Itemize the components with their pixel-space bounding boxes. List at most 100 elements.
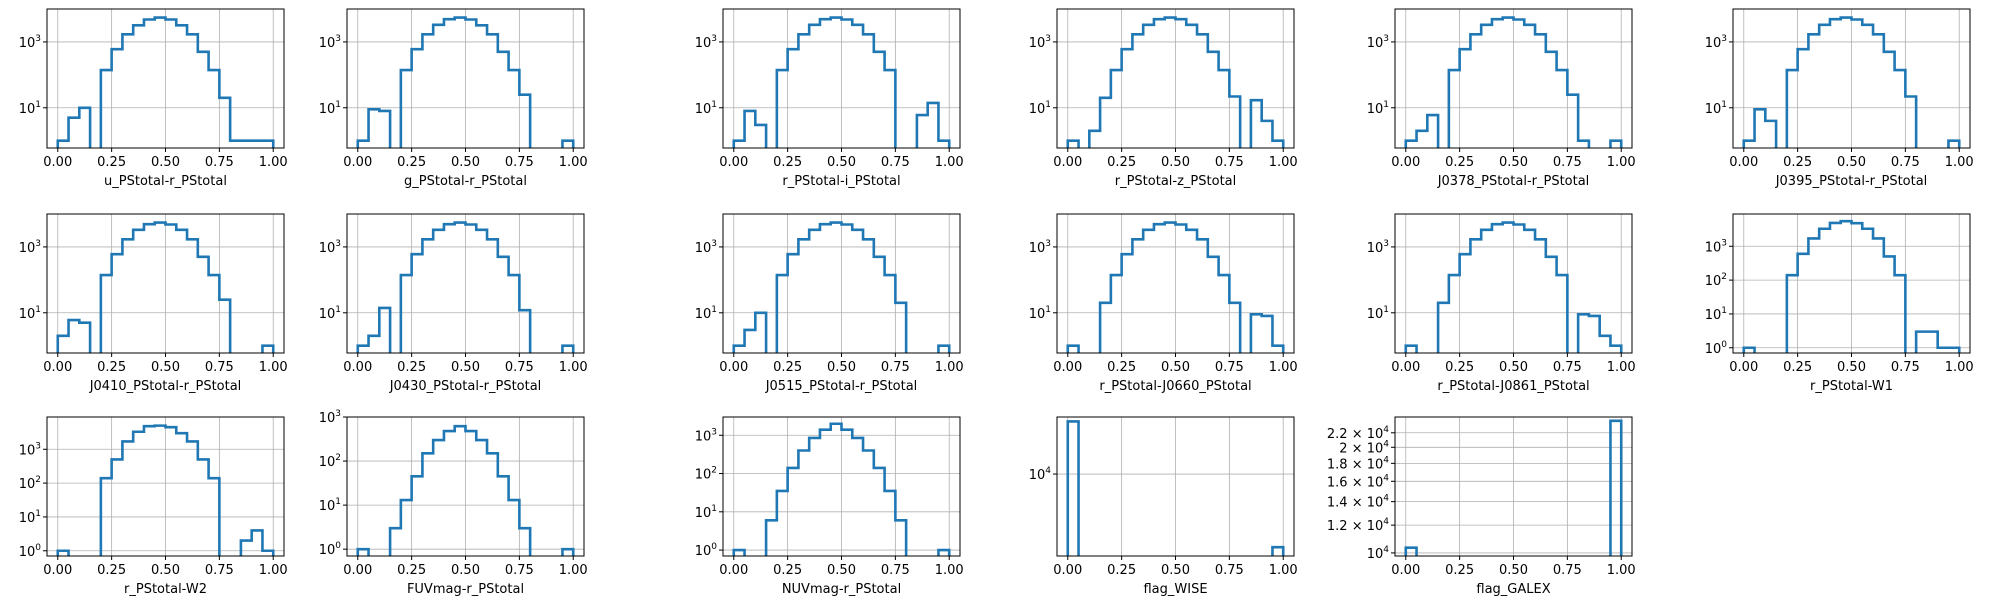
- x-tick-label: 0.25: [773, 360, 802, 375]
- x-tick-label: 0.50: [151, 360, 180, 375]
- y-tick-label: 101: [19, 509, 41, 526]
- x-tick-label: 0.25: [97, 563, 126, 578]
- x-tick-label: 0.25: [1445, 360, 1474, 375]
- y-tick-label: 103: [19, 239, 41, 256]
- y-tick-label: 103: [1029, 34, 1051, 51]
- x-tick-label: 1.00: [259, 563, 288, 578]
- y-tick-label: 101: [19, 305, 41, 322]
- histogram-panel: 0.00 0.25 0.50 0.75 1.00 100 101 102 103 NUVmag-r…: [695, 416, 964, 597]
- y-tick-label: 101: [319, 100, 341, 117]
- x-tick-label: 0.25: [1445, 155, 1474, 170]
- x-tick-label: 0.75: [1891, 155, 1920, 170]
- x-tick-label: 1.00: [935, 155, 964, 170]
- y-tick-label: 100: [1705, 340, 1728, 357]
- histogram-step-line: [56, 424, 275, 556]
- x-tick-label: 1.00: [1269, 155, 1298, 170]
- x-axis-label: g_PStotal-r_PStotal: [404, 174, 527, 189]
- histogram-panel: 0.00 0.25 0.50 0.75 1.00 101 103 J0378_PStotal-…: [1367, 8, 1636, 189]
- histogram-step-line: [1404, 221, 1623, 353]
- x-tick-label: 0.50: [1837, 360, 1866, 375]
- histogram-step-line: [1066, 221, 1285, 353]
- histogram-panel: 0.00 0.25 0.50 0.75 1.00 101 103 r_PStotal-z_PS…: [1029, 8, 1298, 189]
- x-tick-label: 1.00: [1269, 360, 1298, 375]
- y-tick-label: 101: [1705, 306, 1727, 323]
- histogram-step-line: [356, 16, 575, 148]
- histogram-panel: 0.00 0.25 0.50 0.75 1.00 101 103 J0515_PStotal-…: [695, 213, 964, 394]
- x-tick-label: 0.75: [1215, 155, 1244, 170]
- y-tick-label: 103: [1705, 238, 1727, 255]
- y-tick-label: 103: [695, 239, 717, 256]
- x-axis-label: J0378_PStotal-r_PStotal: [1437, 174, 1590, 189]
- y-tick-label: 103: [695, 34, 717, 51]
- x-axis-label: r_PStotal-J0660_PStotal: [1099, 379, 1251, 394]
- x-tick-label: 0.50: [151, 155, 180, 170]
- y-tick-label: 102: [319, 453, 341, 470]
- x-axis-label: r_PStotal-W2: [124, 582, 207, 597]
- y-tick-label: 103: [1367, 239, 1389, 256]
- x-tick-label: 0.00: [1053, 563, 1082, 578]
- x-tick-label: 1.00: [1269, 563, 1298, 578]
- x-tick-label: 0.50: [151, 563, 180, 578]
- histogram-step-line: [356, 424, 575, 556]
- x-tick-label: 0.00: [43, 155, 72, 170]
- x-tick-label: 0.00: [1391, 563, 1420, 578]
- x-tick-label: 0.00: [1053, 155, 1082, 170]
- y-tick-label: 103: [19, 441, 41, 458]
- y-tick-label: 1.4 × 104: [1327, 494, 1389, 511]
- histogram-panel: 0.00 0.25 0.50 0.75 1.00 101 103 J0395_PStotal-…: [1705, 8, 1974, 189]
- histogram-step-line: [1742, 16, 1961, 148]
- x-tick-label: 1.00: [1607, 563, 1636, 578]
- x-tick-label: 1.00: [935, 360, 964, 375]
- histogram-panel: 0.00 0.25 0.50 0.75 1.00 101 103 J0430_PStotal-…: [319, 213, 588, 394]
- y-tick-label: 101: [695, 305, 717, 322]
- x-tick-label: 0.25: [1445, 563, 1474, 578]
- x-tick-label: 0.50: [1499, 563, 1528, 578]
- histogram-panel: 0.00 0.25 0.50 0.75 1.00 104 flag_WISE: [1029, 416, 1298, 597]
- x-axis-label: flag_GALEX: [1476, 582, 1550, 597]
- x-tick-label: 0.00: [43, 360, 72, 375]
- x-tick-label: 0.00: [343, 360, 372, 375]
- x-tick-label: 0.75: [1553, 360, 1582, 375]
- x-tick-label: 0.50: [1837, 155, 1866, 170]
- y-tick-label: 100: [19, 543, 42, 560]
- y-tick-label: 100: [695, 542, 718, 559]
- histogram-step-line: [732, 422, 951, 556]
- x-tick-label: 0.50: [1161, 360, 1190, 375]
- x-tick-label: 0.25: [1783, 155, 1812, 170]
- histogram-step-line: [1742, 219, 1961, 353]
- x-tick-label: 0.50: [451, 155, 480, 170]
- y-tick-label: 101: [319, 305, 341, 322]
- histogram-panel: 0.00 0.25 0.50 0.75 1.00 101 103 J0410_PStotal-…: [19, 213, 288, 394]
- x-tick-label: 0.75: [205, 155, 234, 170]
- x-tick-label: 0.50: [827, 155, 856, 170]
- y-tick-label: 101: [1029, 305, 1051, 322]
- x-tick-label: 0.00: [1729, 155, 1758, 170]
- histogram-step-line: [1404, 16, 1623, 148]
- y-tick-label: 102: [1705, 272, 1727, 289]
- x-tick-label: 0.25: [97, 155, 126, 170]
- histogram-panel: 0.00 0.25 0.50 0.75 1.00 100 101 102 103 r_PStota…: [19, 416, 288, 597]
- x-tick-label: 1.00: [1945, 360, 1974, 375]
- x-axis-label: r_PStotal-J0861_PStotal: [1437, 379, 1589, 394]
- y-tick-label: 101: [1705, 100, 1727, 117]
- histogram-panel: 0.00 0.25 0.50 0.75 1.00 101 103 r_PStotal-J086…: [1367, 213, 1636, 394]
- histogram-panel: 0.00 0.25 0.50 0.75 1.00 104 1.2 × 104 1.4 × 10…: [1327, 416, 1636, 597]
- y-tick-label: 101: [1367, 305, 1389, 322]
- x-tick-label: 0.75: [205, 563, 234, 578]
- x-tick-label: 1.00: [259, 155, 288, 170]
- y-tick-label: 103: [319, 239, 341, 256]
- x-tick-label: 0.00: [719, 563, 748, 578]
- x-tick-label: 1.00: [559, 155, 588, 170]
- x-tick-label: 0.75: [1215, 563, 1244, 578]
- x-axis-label: flag_WISE: [1143, 582, 1207, 597]
- x-axis-label: NUVmag-r_PStotal: [782, 582, 901, 597]
- histogram-panel: 0.00 0.25 0.50 0.75 1.00 101 103 g_PStotal-r_PS…: [319, 8, 588, 189]
- x-tick-label: 0.75: [205, 360, 234, 375]
- x-tick-label: 1.00: [1607, 155, 1636, 170]
- y-tick-label: 103: [1367, 34, 1389, 51]
- x-tick-label: 0.00: [719, 360, 748, 375]
- x-tick-label: 1.00: [559, 563, 588, 578]
- y-tick-label: 103: [1705, 34, 1727, 51]
- y-tick-label: 103: [695, 427, 717, 444]
